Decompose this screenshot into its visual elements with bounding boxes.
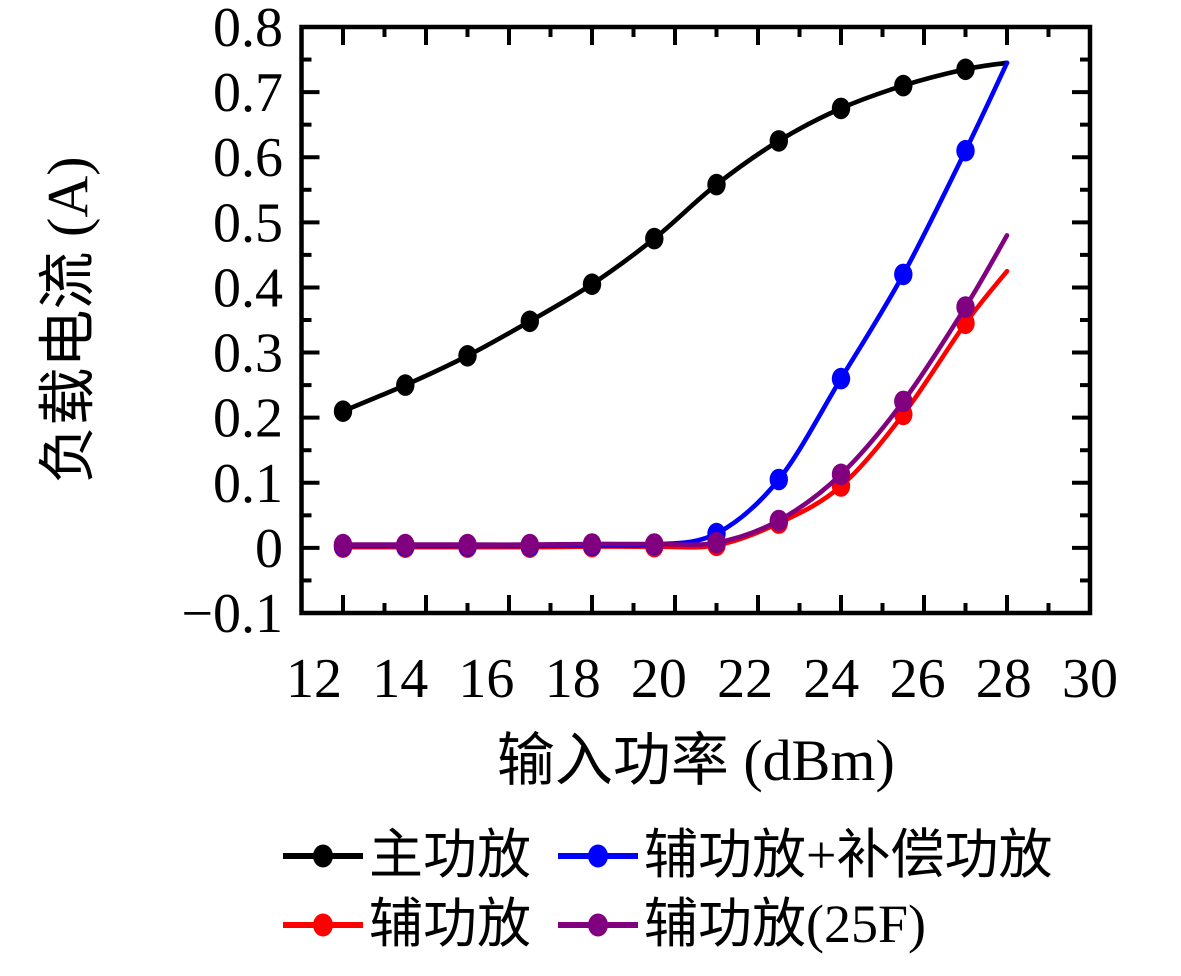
x-tick-label: 26	[890, 648, 946, 710]
series-line	[340, 60, 1010, 549]
y-tick-label: 0.7	[213, 62, 283, 124]
y-axis-title: 负载电流 (A)	[36, 156, 101, 483]
y-tick-label: −0.1	[181, 583, 283, 645]
x-tick-label: 20	[631, 648, 687, 710]
data-point-marker	[645, 533, 664, 555]
series-辅功放(25F)	[333, 233, 1010, 556]
legend-marker-icon	[558, 913, 638, 937]
y-tick-label: 0.4	[213, 257, 283, 319]
line-chart: 12 14 16 18 20 22 24 26 28 30 −0.100.10.20.30.40.5…	[36, 0, 1119, 793]
data-point-marker	[769, 509, 788, 532]
axis-ticks	[301, 25, 1092, 615]
y-tick-label: 0	[255, 518, 283, 580]
legend-marker-icon	[558, 844, 638, 868]
legend-label: 辅功放+补偿功放	[644, 825, 1053, 885]
data-point-marker	[458, 345, 477, 367]
data-point-marker	[956, 296, 975, 318]
data-point-marker	[894, 263, 913, 286]
x-tick-label: 14	[372, 648, 428, 710]
legend-entry-aux-pa: 辅功放	[281, 894, 556, 955]
series-辅功放	[333, 268, 1010, 558]
legend-entry-aux-plus-comp-pa: 辅功放+补偿功放	[556, 825, 1053, 885]
series-辅功放+补偿功放	[333, 60, 1010, 557]
y-tick-label: 0.3	[213, 323, 283, 385]
x-tick-label: 24	[803, 648, 859, 710]
data-point-marker	[707, 173, 726, 196]
data-point-marker	[707, 531, 726, 554]
legend: 主功放 辅功放+补偿功放 辅功放 辅功放(25F)	[281, 825, 1053, 955]
legend-marker-icon	[283, 913, 363, 937]
data-point-marker	[956, 139, 975, 162]
x-tick-label: 18	[545, 648, 601, 710]
legend-label: 辅功放(25F)	[644, 894, 926, 955]
data-point-marker	[831, 97, 851, 120]
x-tick-label: 22	[717, 648, 773, 710]
y-tick-label: 0.1	[213, 453, 283, 515]
data-point-marker	[645, 227, 664, 250]
x-tick-label: 30	[1062, 648, 1118, 710]
data-point-marker	[458, 533, 477, 556]
data-point-marker	[956, 58, 975, 81]
y-tick-label: 0.6	[213, 127, 283, 189]
series-主功放	[333, 58, 1010, 423]
data-point-marker	[333, 400, 353, 423]
legend-entry-main-pa: 主功放	[281, 825, 556, 885]
data-point-marker	[769, 130, 788, 152]
y-tick-label: 0.8	[213, 0, 283, 59]
y-axis-tick-labels: −0.100.10.20.30.40.50.60.70.8	[181, 0, 283, 645]
y-tick-label: 0.2	[213, 388, 283, 450]
data-point-marker	[582, 533, 602, 555]
legend-label: 辅功放	[369, 894, 531, 955]
legend-marker-icon	[283, 844, 363, 868]
data-point-marker	[894, 390, 913, 413]
x-axis-title: 输入功率 (dBm)	[497, 728, 895, 793]
data-point-marker	[894, 74, 913, 97]
data-point-marker	[396, 533, 415, 556]
data-point-marker	[333, 533, 353, 556]
x-tick-label: 12	[286, 648, 342, 710]
data-point-marker	[582, 273, 602, 296]
series-line	[340, 60, 1010, 414]
data-point-marker	[831, 367, 851, 390]
legend-label: 主功放	[369, 825, 531, 885]
data-point-marker	[520, 310, 539, 333]
legend-entry-aux-pa-25f: 辅功放(25F)	[556, 894, 1052, 955]
data-point-marker	[520, 533, 539, 556]
x-tick-label: 16	[458, 648, 514, 710]
data-point-marker	[769, 468, 788, 491]
data-point-marker	[831, 463, 851, 486]
x-tick-label: 28	[976, 648, 1032, 710]
x-axis-tick-labels: 12 14 16 18 20 22 24 26 28 30	[286, 648, 1118, 710]
y-tick-label: 0.5	[213, 192, 283, 254]
data-point-marker	[396, 374, 415, 396]
